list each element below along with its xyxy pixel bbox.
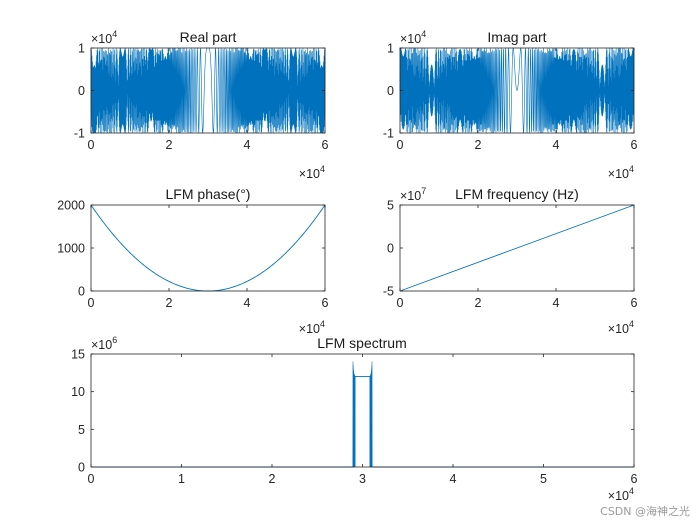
lfm-spectrum-title: LFM spectrum xyxy=(317,335,406,351)
real-part-x-exponent: ×104 xyxy=(299,164,325,181)
lfm-spectrum-x-exponent: ×104 xyxy=(608,486,634,503)
x-tick-label: 0 xyxy=(88,296,95,310)
x-tick-label: 6 xyxy=(631,296,638,310)
lfm-frequency-plot: LFM frequency (Hz) 0 2 4 6-505 ×107 ×104 xyxy=(383,186,638,336)
lfm-frequency-series-line xyxy=(399,204,635,292)
real-part-title: Real part xyxy=(180,29,237,45)
exponent-label: ×104 xyxy=(608,486,634,503)
x-tick-label: 4 xyxy=(553,138,560,152)
exponent-label: ×104 xyxy=(608,319,634,336)
x-tick-label: 4 xyxy=(244,296,251,310)
x-tick-label: 6 xyxy=(631,472,638,486)
y-tick-label: 1 xyxy=(387,42,394,56)
exponent-label: ×104 xyxy=(91,29,117,46)
lfm-spectrum-y-exponent: ×106 xyxy=(91,335,117,352)
y-tick-label: 15 xyxy=(71,348,85,362)
y-tick-label: 0 xyxy=(78,84,85,98)
lfm-spectrum-plot: LFM spectrum 0 1 2 3 4 5 6 0 5 10 15 ×106 ×104 xyxy=(71,335,637,503)
y-tick-label: 0 xyxy=(78,461,85,475)
y-tick-label: 10 xyxy=(71,385,85,399)
y-tick-label: 1000 xyxy=(57,242,85,256)
x-tick-label: 0 xyxy=(397,296,404,310)
x-tick-label: 2 xyxy=(166,138,173,152)
lfm-frequency-title: LFM frequency (Hz) xyxy=(455,186,579,202)
real-part-plot: Real part 0 2 4 6-101 ×104 ×104 xyxy=(74,29,329,181)
lfm-phase-plot: LFM phase(°) 0 2 4 6 0 1000 2000 ×104 xyxy=(57,186,328,336)
lfm-frequency-x-exponent: ×104 xyxy=(608,319,634,336)
y-tick-label: 5 xyxy=(78,423,85,437)
y-tick-label: -1 xyxy=(74,127,85,141)
real-part-y-exponent: ×104 xyxy=(91,29,117,46)
watermark: CSDN @海神之光 xyxy=(600,505,690,518)
imag-part-series-line xyxy=(399,47,635,134)
exponent-label: ×107 xyxy=(400,186,426,203)
imag-part-y-exponent: ×104 xyxy=(400,29,426,46)
x-tick-label: 6 xyxy=(631,138,638,152)
y-tick-label: 0 xyxy=(387,84,394,98)
x-tick-label: 1 xyxy=(178,472,185,486)
exponent-label: ×104 xyxy=(299,164,325,181)
x-tick-label: 5 xyxy=(540,472,547,486)
exponent-label: ×106 xyxy=(91,335,117,352)
x-tick-label: 4 xyxy=(244,138,251,152)
x-tick-label: 0 xyxy=(88,138,95,152)
x-tick-label: 0 xyxy=(397,138,404,152)
imag-part-title: Imag part xyxy=(487,29,546,45)
y-tick-label: -1 xyxy=(383,127,394,141)
lfm-phase-title: LFM phase(°) xyxy=(166,186,251,202)
x-tick-label: 4 xyxy=(553,296,560,310)
exponent-label: ×104 xyxy=(608,164,634,181)
exponent-label: ×104 xyxy=(400,29,426,46)
imag-part-plot: Imag part 0 2 4 6-101 ×104 ×104 xyxy=(383,29,638,181)
exponent-label: ×104 xyxy=(299,319,325,336)
imag-part-x-exponent: ×104 xyxy=(608,164,634,181)
x-tick-label: 6 xyxy=(322,138,329,152)
x-tick-label: 2 xyxy=(166,296,173,310)
y-tick-label: 2000 xyxy=(57,199,85,213)
x-tick-label: 6 xyxy=(322,296,329,310)
y-tick-label: -5 xyxy=(383,285,394,299)
x-tick-label: 2 xyxy=(475,138,482,152)
x-tick-label: 2 xyxy=(269,472,276,486)
x-tick-label: 0 xyxy=(88,472,95,486)
y-tick-label: 0 xyxy=(387,242,394,256)
y-tick-label: 1 xyxy=(78,42,85,56)
lfm-phase-x-exponent: ×104 xyxy=(299,319,325,336)
y-tick-label: 5 xyxy=(387,199,394,213)
x-tick-label: 4 xyxy=(450,472,457,486)
lfm-frequency-y-exponent: ×107 xyxy=(400,186,426,203)
x-tick-label: 2 xyxy=(475,296,482,310)
x-tick-label: 3 xyxy=(359,472,366,486)
y-tick-label: 0 xyxy=(78,285,85,299)
